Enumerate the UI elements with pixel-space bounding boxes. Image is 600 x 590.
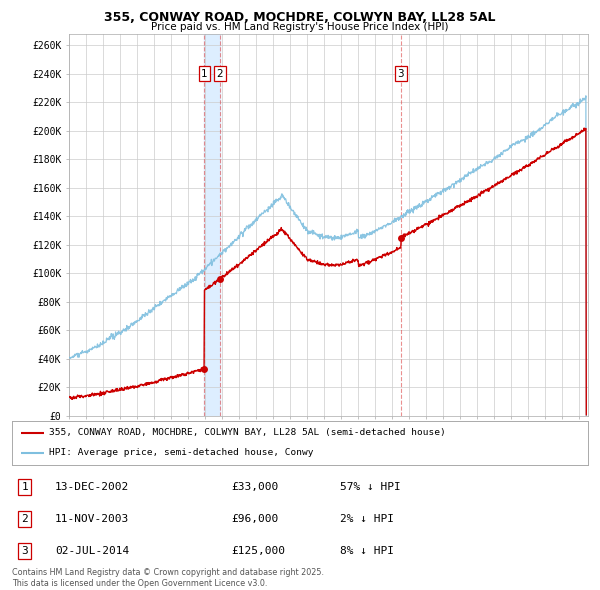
Text: 355, CONWAY ROAD, MOCHDRE, COLWYN BAY, LL28 5AL: 355, CONWAY ROAD, MOCHDRE, COLWYN BAY, L… xyxy=(104,11,496,24)
Text: 1: 1 xyxy=(21,482,28,492)
Text: 2% ↓ HPI: 2% ↓ HPI xyxy=(340,514,394,524)
Text: 02-JUL-2014: 02-JUL-2014 xyxy=(55,546,130,556)
Text: HPI: Average price, semi-detached house, Conwy: HPI: Average price, semi-detached house,… xyxy=(49,448,314,457)
Text: 57% ↓ HPI: 57% ↓ HPI xyxy=(340,482,401,492)
Text: Price paid vs. HM Land Registry's House Price Index (HPI): Price paid vs. HM Land Registry's House … xyxy=(151,22,449,32)
Text: 3: 3 xyxy=(398,69,404,79)
Text: 8% ↓ HPI: 8% ↓ HPI xyxy=(340,546,394,556)
Bar xyxy=(205,34,220,416)
Text: £33,000: £33,000 xyxy=(231,482,278,492)
Text: 3: 3 xyxy=(21,546,28,556)
Text: 11-NOV-2003: 11-NOV-2003 xyxy=(55,514,130,524)
Text: 2: 2 xyxy=(217,69,223,79)
Text: 1: 1 xyxy=(201,69,208,79)
Text: £125,000: £125,000 xyxy=(231,546,285,556)
Text: 13-DEC-2002: 13-DEC-2002 xyxy=(55,482,130,492)
Text: 2: 2 xyxy=(21,514,28,524)
Text: 355, CONWAY ROAD, MOCHDRE, COLWYN BAY, LL28 5AL (semi-detached house): 355, CONWAY ROAD, MOCHDRE, COLWYN BAY, L… xyxy=(49,428,446,437)
Text: £96,000: £96,000 xyxy=(231,514,278,524)
Text: Contains HM Land Registry data © Crown copyright and database right 2025.
This d: Contains HM Land Registry data © Crown c… xyxy=(12,568,324,588)
